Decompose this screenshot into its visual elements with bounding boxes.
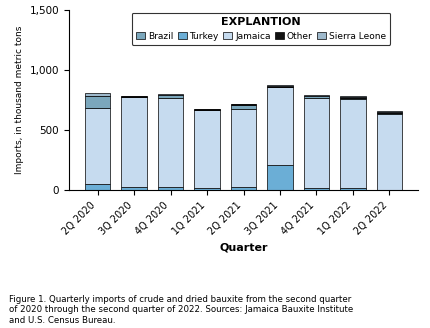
Bar	[121, 97, 147, 187]
Legend: Brazil, Turkey, Jamaica, Other, Sierra Leone: Brazil, Turkey, Jamaica, Other, Sierra L…	[131, 12, 390, 45]
Bar	[339, 98, 365, 99]
Bar	[157, 95, 183, 98]
Bar	[376, 114, 401, 190]
Bar	[230, 106, 256, 109]
Bar	[85, 109, 110, 184]
Bar	[303, 96, 329, 98]
Bar	[194, 109, 219, 110]
Bar	[267, 165, 292, 190]
Y-axis label: Imports, in thousand metric tons: Imports, in thousand metric tons	[15, 26, 24, 174]
Bar	[376, 113, 401, 114]
X-axis label: Quarter: Quarter	[219, 242, 267, 252]
Bar	[267, 85, 292, 86]
Bar	[376, 111, 401, 112]
Bar	[339, 96, 365, 97]
Bar	[230, 187, 256, 190]
Bar	[157, 98, 183, 187]
Bar	[194, 188, 219, 190]
Bar	[85, 96, 110, 109]
Bar	[121, 96, 147, 97]
Bar	[303, 188, 329, 190]
Bar	[303, 95, 329, 96]
Bar	[194, 110, 219, 188]
Bar	[230, 104, 256, 106]
Bar	[267, 88, 292, 165]
Bar	[230, 109, 256, 187]
Text: Figure 1. Quarterly imports of crude and dried bauxite from the second quarter
o: Figure 1. Quarterly imports of crude and…	[9, 295, 352, 325]
Bar	[121, 187, 147, 190]
Bar	[339, 99, 365, 188]
Bar	[157, 94, 183, 95]
Bar	[157, 187, 183, 190]
Bar	[267, 86, 292, 88]
Bar	[339, 97, 365, 98]
Bar	[157, 94, 183, 95]
Bar	[376, 112, 401, 113]
Bar	[339, 188, 365, 190]
Bar	[85, 184, 110, 190]
Bar	[303, 98, 329, 188]
Bar	[85, 93, 110, 96]
